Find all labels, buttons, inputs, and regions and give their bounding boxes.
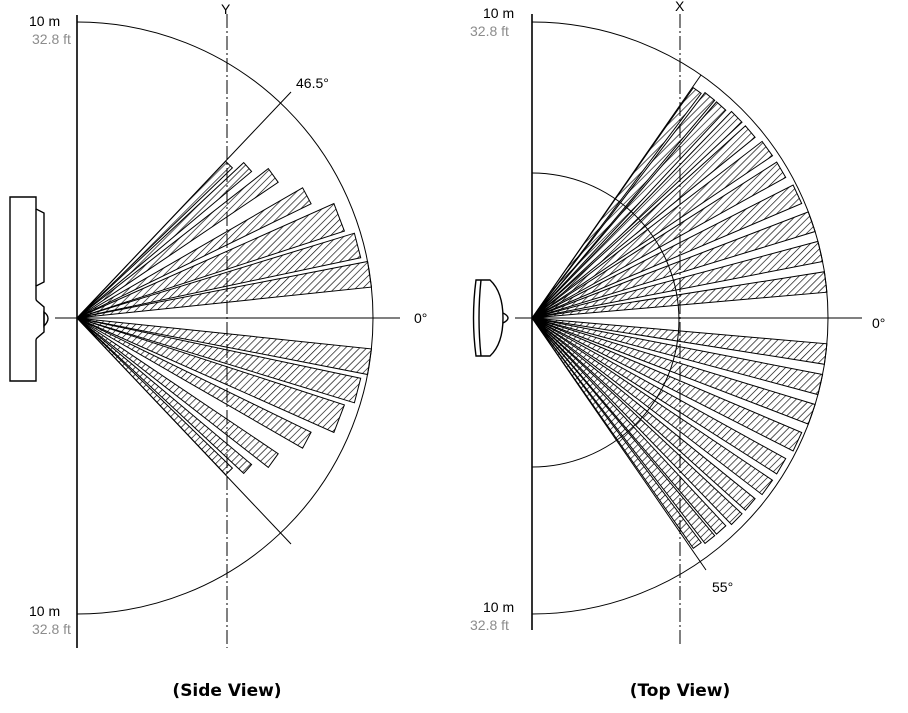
top-detection-zone [531,271,828,319]
top-detection-zone [531,317,702,550]
side-detection-zone [76,317,372,376]
top-view: X 55° 0° 10 m 32.8 ft 10 m 32.8 ft (Top … [470,0,885,701]
top-angle-label: 55° [712,579,733,595]
top-detection-zone [531,140,774,319]
top-detection-zone [531,161,787,319]
side-detection-zone [76,317,234,476]
side-y-axis-label: Y [221,1,231,17]
side-zero-label: 0° [414,310,427,326]
top-inner-arc [531,172,680,468]
top-detection-zone [531,317,787,475]
top-view-caption: (Top View) [630,681,731,701]
top-detection-zone [531,317,816,425]
top-detection-zone [531,317,824,396]
top-detection-zone [531,91,716,319]
side-detection-zone [76,317,279,469]
side-detection-zone [76,317,253,475]
top-detection-zone [531,101,727,319]
top-top-range-m: 10 m [483,5,514,21]
side-detection-zone [76,260,372,319]
top-detection-zone [531,240,824,319]
side-view: Y 46.5° 0° 10 m 32.8 ft 10 m 32.8 ft (Si… [9,1,427,701]
side-detection-zone [76,317,362,404]
top-bottom-range-ft: 32.8 ft [470,617,509,633]
side-detection-zone [76,232,362,319]
side-detection-zone [76,160,234,319]
side-bottom-range-ft: 32.8 ft [32,621,71,637]
top-detection-zone [531,317,828,365]
top-detection-zone [531,86,702,319]
top-detection-zone [531,317,774,496]
top-detection-zone [531,317,727,535]
sensor-device-side-icon [9,196,49,382]
top-zero-label: 0° [872,315,885,331]
side-detection-zone [76,167,279,319]
side-detection-zone [76,202,346,319]
side-detection-zone [76,317,346,434]
top-top-range-ft: 32.8 ft [470,23,509,39]
side-angle-label: 46.5° [296,75,329,91]
side-detection-zone [76,317,312,449]
top-detection-zone [531,317,756,511]
sensor-device-top-icon [472,279,509,357]
top-detection-zone [531,110,743,319]
side-detection-zone [76,187,312,319]
top-detection-zone [531,317,803,452]
top-detection-zone [531,211,816,319]
side-detection-zone [76,161,253,319]
side-detection-zones [76,160,372,476]
top-detection-zone [531,184,803,319]
side-top-range-ft: 32.8 ft [32,31,71,47]
top-detection-zone [531,317,716,545]
top-detection-zones [531,86,828,550]
top-x-axis-label: X [675,0,685,14]
side-top-range-m: 10 m [29,13,60,29]
top-bottom-range-m: 10 m [483,599,514,615]
top-detection-zone [531,317,743,526]
side-view-caption: (Side View) [172,681,281,701]
side-bottom-range-m: 10 m [29,603,60,619]
top-detection-zone [531,125,756,319]
